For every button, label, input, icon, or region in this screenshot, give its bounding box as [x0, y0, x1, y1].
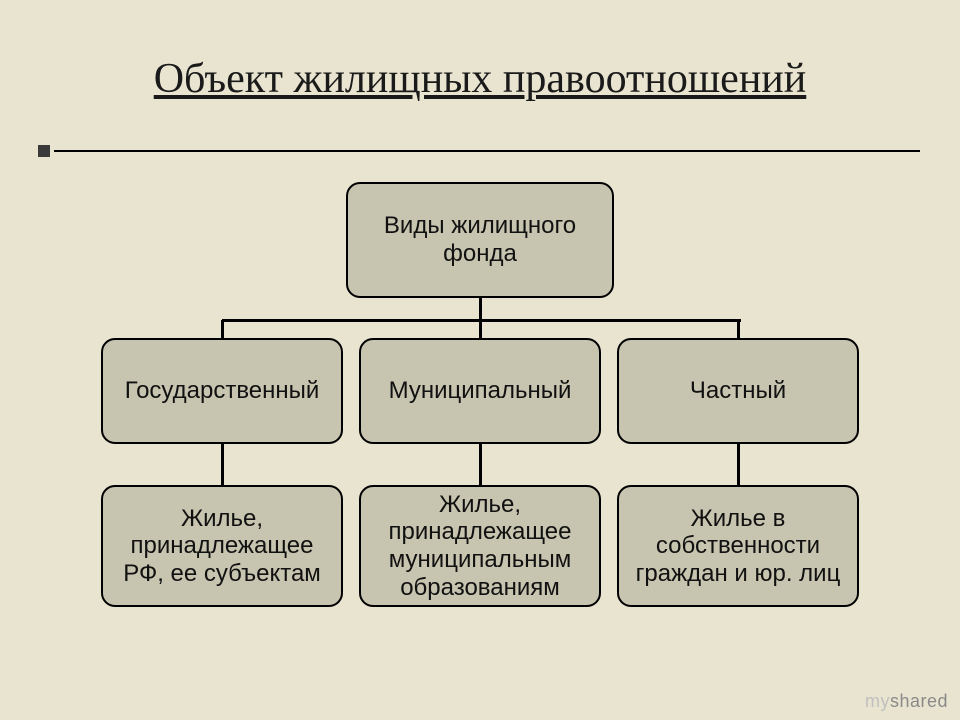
title-rule-square: [38, 145, 50, 157]
node-l2-3: Частный: [617, 338, 859, 444]
connector-crossbar: [222, 319, 741, 322]
connector-drop-3: [737, 320, 740, 338]
node-root: Виды жилищного фонда: [346, 182, 614, 298]
node-l2-3-label: Частный: [690, 377, 786, 405]
slide: Объект жилищных правоотношений Виды жили…: [0, 0, 960, 720]
connector-drop-1: [221, 320, 224, 338]
node-l3-1: Жилье, принадлежащее РФ, ее субъектам: [101, 485, 343, 607]
node-l3-2-label: Жилье, принадлежащее муниципальным образ…: [367, 491, 593, 601]
connector-drop-2: [479, 320, 482, 338]
connector-l23-1: [221, 444, 224, 485]
node-l3-3-label: Жилье в собственности граждан и юр. лиц: [625, 505, 851, 588]
node-l3-3: Жилье в собственности граждан и юр. лиц: [617, 485, 859, 607]
node-root-label: Виды жилищного фонда: [354, 212, 606, 267]
connector-root-stem: [479, 298, 482, 320]
watermark-suffix: shared: [890, 691, 948, 711]
node-l2-1: Государственный: [101, 338, 343, 444]
watermark-prefix: my: [865, 691, 890, 711]
node-l2-2: Муниципальный: [359, 338, 601, 444]
connector-l23-2: [479, 444, 482, 485]
node-l3-1-label: Жилье, принадлежащее РФ, ее субъектам: [109, 505, 335, 588]
page-title: Объект жилищных правоотношений: [0, 55, 960, 103]
node-l2-1-label: Государственный: [125, 377, 320, 405]
page-title-text: Объект жилищных правоотношений: [154, 56, 807, 102]
connector-l23-3: [737, 444, 740, 485]
node-l2-2-label: Муниципальный: [389, 377, 572, 405]
title-rule-line: [54, 150, 920, 152]
node-l3-2: Жилье, принадлежащее муниципальным образ…: [359, 485, 601, 607]
watermark: myshared: [865, 691, 948, 712]
